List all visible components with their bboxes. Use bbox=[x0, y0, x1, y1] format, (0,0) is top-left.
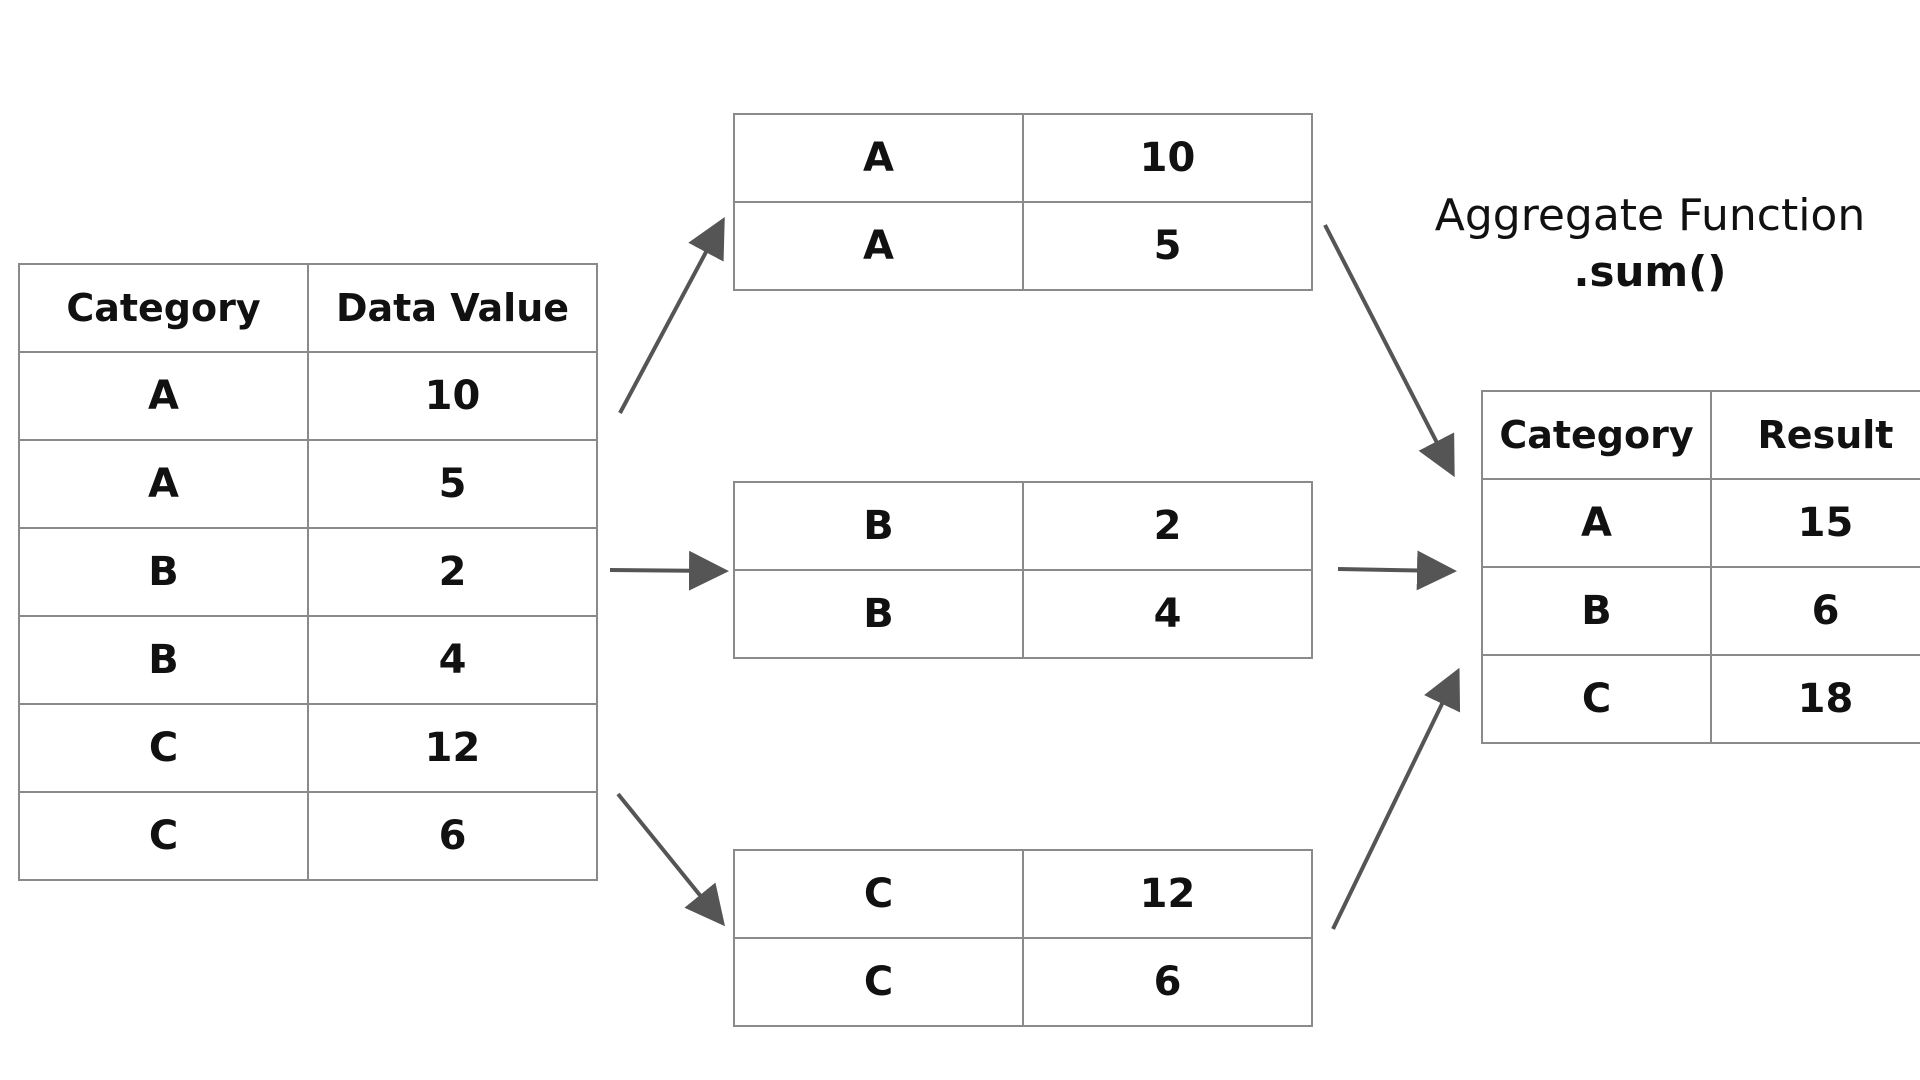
table-row: C 12 bbox=[733, 849, 1313, 939]
header-category: Category bbox=[1481, 390, 1712, 480]
category-cell: A bbox=[1481, 478, 1712, 568]
aggregate-function-name: .sum() bbox=[1573, 247, 1727, 296]
arrow-split-b bbox=[609, 550, 729, 591]
value-cell: 4 bbox=[307, 615, 598, 705]
aggregate-function-title: Aggregate Function bbox=[1434, 190, 1866, 241]
result-table: Category Result A 15 B 6 C 18 bbox=[1481, 390, 1920, 744]
category-cell: A bbox=[18, 439, 309, 529]
table-row: C 18 bbox=[1481, 654, 1920, 744]
table-row: B 6 bbox=[1481, 566, 1920, 656]
value-cell: 5 bbox=[307, 439, 598, 529]
arrow-split-a bbox=[618, 216, 725, 414]
category-cell: C bbox=[18, 703, 309, 793]
arrow-split-c bbox=[616, 792, 726, 927]
category-cell: B bbox=[18, 615, 309, 705]
table-row: A 5 bbox=[18, 439, 598, 529]
table-row: C 6 bbox=[733, 937, 1313, 1027]
category-cell: A bbox=[18, 351, 309, 441]
table-row: B 4 bbox=[18, 615, 598, 705]
table-header-row: Category Result bbox=[1481, 390, 1920, 480]
header-data-value: Data Value bbox=[307, 263, 598, 353]
category-cell: C bbox=[733, 849, 1024, 939]
table-header-row: Category Data Value bbox=[18, 263, 598, 353]
aggregate-function-label: Aggregate Function .sum() bbox=[1400, 188, 1900, 300]
group-table-c: C 12 C 6 bbox=[733, 849, 1313, 1027]
result-cell: 15 bbox=[1710, 478, 1920, 568]
arrow-combine-c bbox=[1331, 667, 1461, 930]
category-cell: C bbox=[1481, 654, 1712, 744]
table-row: A 10 bbox=[18, 351, 598, 441]
value-cell: 10 bbox=[307, 351, 598, 441]
category-cell: B bbox=[733, 481, 1024, 571]
table-row: A 15 bbox=[1481, 478, 1920, 568]
table-row: B 4 bbox=[733, 569, 1313, 659]
group-table-a: A 10 A 5 bbox=[733, 113, 1313, 291]
table-row: C 6 bbox=[18, 791, 598, 881]
group-table-b: B 2 B 4 bbox=[733, 481, 1313, 659]
source-table: Category Data Value A 10 A 5 B 2 B 4 C 1… bbox=[18, 263, 598, 881]
category-cell: A bbox=[733, 201, 1024, 291]
category-cell: B bbox=[18, 527, 309, 617]
value-cell: 6 bbox=[307, 791, 598, 881]
value-cell: 10 bbox=[1022, 113, 1313, 203]
header-category: Category bbox=[18, 263, 309, 353]
value-cell: 2 bbox=[1022, 481, 1313, 571]
category-cell: B bbox=[1481, 566, 1712, 656]
arrow-combine-a bbox=[1323, 224, 1455, 478]
table-row: B 2 bbox=[18, 527, 598, 617]
category-cell: A bbox=[733, 113, 1024, 203]
header-result: Result bbox=[1710, 390, 1920, 480]
value-cell: 2 bbox=[307, 527, 598, 617]
category-cell: C bbox=[18, 791, 309, 881]
category-cell: B bbox=[733, 569, 1024, 659]
result-cell: 18 bbox=[1710, 654, 1920, 744]
value-cell: 5 bbox=[1022, 201, 1313, 291]
arrow-combine-b bbox=[1337, 550, 1457, 591]
value-cell: 12 bbox=[307, 703, 598, 793]
table-row: C 12 bbox=[18, 703, 598, 793]
value-cell: 6 bbox=[1022, 937, 1313, 1027]
table-row: A 5 bbox=[733, 201, 1313, 291]
category-cell: C bbox=[733, 937, 1024, 1027]
result-cell: 6 bbox=[1710, 566, 1920, 656]
value-cell: 4 bbox=[1022, 569, 1313, 659]
table-row: B 2 bbox=[733, 481, 1313, 571]
table-row: A 10 bbox=[733, 113, 1313, 203]
value-cell: 12 bbox=[1022, 849, 1313, 939]
